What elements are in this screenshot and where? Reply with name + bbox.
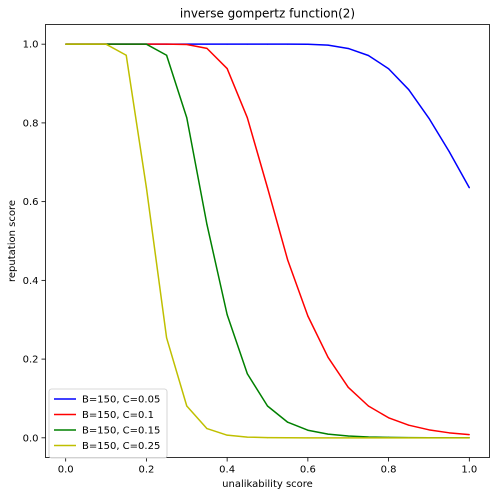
data-point	[85, 43, 87, 45]
y-axis-ticks: 0.0 0.2 0.4 0.6 0.8 1.0	[23, 40, 46, 444]
data-point	[266, 43, 269, 45]
data-point	[246, 117, 248, 119]
data-point	[266, 437, 269, 439]
data-point	[165, 337, 168, 339]
data-point	[327, 44, 329, 46]
data-point	[408, 424, 410, 426]
data-point	[226, 43, 228, 45]
data-point	[186, 43, 188, 46]
data-point	[307, 43, 309, 45]
data-point	[266, 405, 269, 407]
data-point	[347, 435, 349, 437]
data-point	[226, 67, 228, 70]
data-point	[307, 429, 309, 431]
legend-label: B=150, C=0.1	[82, 410, 154, 421]
data-point	[206, 427, 208, 430]
data-point	[367, 54, 370, 57]
data-point	[186, 117, 188, 119]
data-point	[287, 259, 289, 261]
y-axis-label: reputation score	[7, 200, 18, 282]
x-axis-label: unalikability score	[222, 479, 313, 490]
y-tick-label: 1.0	[23, 40, 39, 51]
legend-label: B=150, C=0.15	[82, 426, 160, 437]
data-point	[206, 47, 208, 49]
data-point	[448, 432, 450, 434]
data-point	[125, 43, 127, 45]
chart-title: inverse gompertz function(2)	[180, 7, 355, 21]
data-point	[206, 43, 208, 45]
series-4	[65, 43, 470, 439]
data-point	[327, 437, 329, 439]
data-point	[307, 437, 309, 439]
data-point	[387, 437, 390, 439]
data-point	[468, 437, 470, 439]
y-tick-label: 0.8	[23, 118, 39, 129]
data-point	[226, 314, 228, 316]
plot-content	[65, 43, 470, 439]
data-point	[367, 405, 370, 407]
data-point	[307, 315, 309, 317]
x-tick-label: 0.4	[219, 465, 235, 476]
data-point	[448, 150, 450, 153]
y-tick-label: 0.4	[23, 276, 39, 287]
legend-label: B=150, C=0.05	[82, 395, 160, 406]
data-point	[287, 43, 289, 45]
data-point	[65, 43, 67, 45]
data-point	[387, 68, 390, 70]
plot-frame	[45, 24, 490, 458]
data-point	[165, 43, 168, 45]
data-point	[287, 437, 289, 439]
data-point	[246, 373, 248, 375]
legend-label: B=150, C=0.25	[82, 441, 160, 452]
data-point	[387, 417, 390, 419]
data-point	[347, 437, 349, 439]
data-point	[428, 437, 430, 439]
data-point	[468, 434, 470, 436]
data-point	[367, 437, 370, 439]
data-point	[347, 47, 349, 50]
data-point	[428, 429, 430, 431]
data-point	[327, 356, 329, 358]
x-tick-label: 0.8	[381, 465, 397, 476]
data-point	[408, 437, 410, 439]
data-point	[468, 187, 470, 189]
y-tick-label: 0.2	[23, 355, 39, 366]
data-point	[145, 187, 148, 189]
data-point	[186, 405, 188, 407]
data-point	[105, 43, 107, 45]
data-point	[145, 43, 148, 45]
legend-box	[48, 388, 168, 459]
x-tick-label: 0.0	[58, 465, 74, 476]
data-point	[226, 434, 228, 436]
data-point	[347, 386, 349, 388]
data-point	[448, 437, 450, 439]
x-tick-label: 0.6	[300, 465, 316, 476]
data-point	[266, 187, 269, 189]
data-point	[206, 223, 208, 226]
y-tick-label: 0.6	[23, 197, 39, 208]
x-tick-label: 0.2	[138, 465, 154, 476]
y-tick-label: 0.0	[23, 433, 39, 444]
data-point	[287, 421, 289, 423]
data-point	[125, 54, 127, 56]
data-point	[246, 43, 248, 45]
data-point	[428, 117, 430, 119]
data-point	[246, 436, 248, 438]
legend: B=150, C=0.05 B=150, C=0.1 B=150, C=0.15 B=…	[48, 388, 168, 459]
data-point	[408, 89, 410, 91]
data-point	[327, 433, 329, 435]
x-tick-label: 1.0	[461, 465, 477, 476]
data-point	[165, 54, 168, 56]
